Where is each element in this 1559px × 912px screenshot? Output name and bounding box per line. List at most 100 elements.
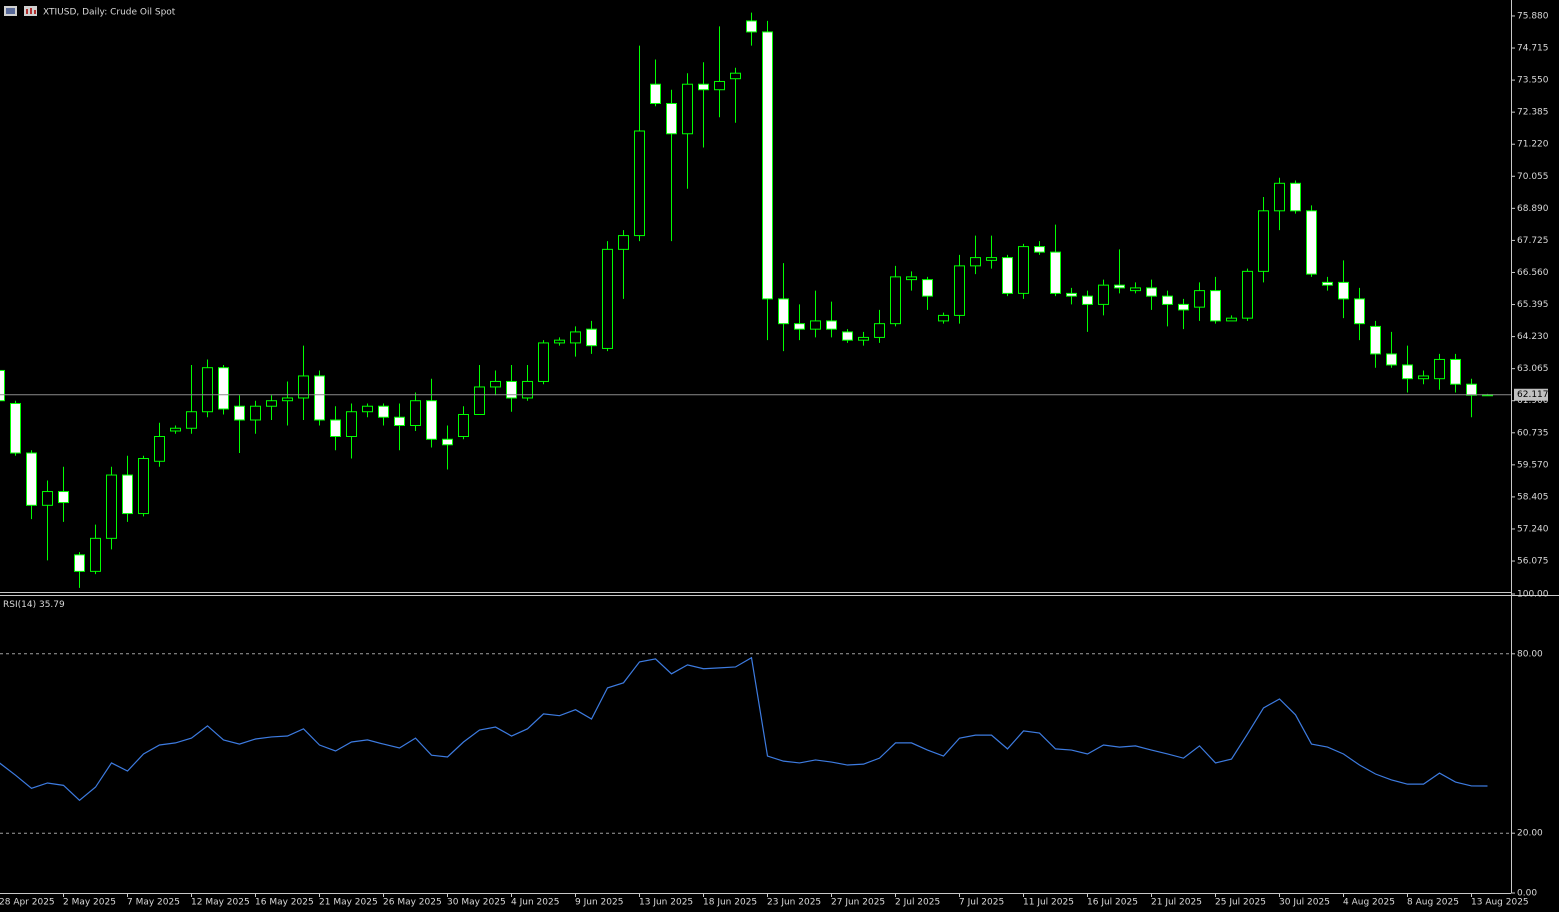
candle-body (1466, 383, 1477, 396)
candle-body (314, 375, 325, 421)
x-tick-label: 4 Jun 2025 (511, 898, 559, 908)
candle-body (154, 436, 165, 462)
candle-body (1002, 257, 1013, 294)
x-tick-label: 7 Jul 2025 (959, 898, 1004, 908)
x-tick-label: 21 May 2025 (319, 898, 378, 908)
candle-body (538, 342, 549, 382)
x-tick-label: 30 Jul 2025 (1279, 898, 1330, 908)
candle-body (1258, 210, 1269, 272)
chart-title: XTIUSD, Daily: Crude Oil Spot (43, 8, 176, 18)
x-tick-label: 13 Aug 2025 (1471, 898, 1529, 908)
y-tick-label: 70.055 (1517, 172, 1549, 182)
indicator-value: 35.79 (39, 600, 65, 610)
candle-body (90, 537, 101, 572)
candle-body (346, 411, 357, 438)
candle-body (586, 328, 597, 347)
x-tick-label: 27 Jun 2025 (831, 898, 885, 908)
candle-body (1354, 298, 1365, 325)
candle-body (1114, 284, 1125, 289)
candle-body (666, 102, 677, 135)
candle-body (122, 474, 133, 515)
candle-body (1226, 317, 1237, 322)
candle-body (1066, 292, 1077, 297)
candle-body (1050, 251, 1061, 294)
candle-body (394, 416, 405, 426)
icon (30, 8, 32, 14)
y-tick-label: 58.405 (1517, 492, 1549, 502)
y-tick-label: 74.715 (1517, 44, 1549, 54)
x-tick-label: 11 Jul 2025 (1023, 898, 1074, 908)
candle-body (442, 438, 453, 446)
candle-body (890, 276, 901, 325)
candle-body (714, 80, 725, 91)
candle-body (1306, 210, 1317, 275)
x-tick-label: 13 Jun 2025 (639, 898, 693, 908)
candle-body (938, 314, 949, 322)
candle-body (1146, 287, 1157, 297)
indicator-label: RSI(14) 35.79 (3, 600, 65, 610)
candle-body (330, 419, 341, 438)
y-tick-label: 59.570 (1517, 460, 1549, 470)
indicator-name: RSI(14) (3, 600, 36, 610)
x-tick-label: 25 Jul 2025 (1215, 898, 1266, 908)
candle-body (1274, 182, 1285, 212)
candle-body (810, 320, 821, 330)
y-tick-label: 61.900 (1517, 396, 1549, 406)
candle-body (1338, 281, 1349, 300)
y-tick-label: 73.550 (1517, 76, 1549, 86)
candle-body (618, 235, 629, 250)
candle-body (58, 491, 69, 504)
candle-body (1370, 325, 1381, 355)
x-tick-label: 28 Apr 2025 (0, 898, 55, 908)
x-tick-label: 18 Jun 2025 (703, 898, 757, 908)
y-tick-label: 60.735 (1517, 428, 1549, 438)
candle-body (570, 331, 581, 344)
y-tick-label: 75.880 (1517, 11, 1549, 21)
candle-body (842, 331, 853, 341)
candle-body (378, 405, 389, 418)
y-tick-label: 63.065 (1517, 364, 1549, 374)
candle-body (1098, 284, 1109, 305)
x-tick-label: 12 May 2025 (191, 898, 250, 908)
candle-body (250, 405, 261, 421)
x-tick-label: 4 Aug 2025 (1343, 898, 1395, 908)
candle-body (730, 72, 741, 80)
candle-body (234, 405, 245, 421)
candle-body (826, 320, 837, 330)
candle-body (1162, 295, 1173, 305)
candle-body (506, 380, 517, 399)
y-tick-label: 71.220 (1517, 140, 1549, 150)
candle-body (682, 83, 693, 135)
candle-body (522, 380, 533, 399)
y-tick-label: 56.075 (1517, 557, 1549, 567)
candle-body (922, 279, 933, 297)
candle-body (490, 380, 501, 388)
y-tick-label: 100.00 (1517, 590, 1549, 600)
x-tick-label: 21 Jul 2025 (1151, 898, 1202, 908)
y-tick-label: 68.890 (1517, 204, 1549, 214)
candle-body (1082, 295, 1093, 305)
candle-body (970, 257, 981, 267)
candle-body (698, 83, 709, 91)
candle-body (138, 458, 149, 515)
candle-body (554, 339, 565, 344)
candle-body (650, 83, 661, 104)
x-tick-label: 16 Jul 2025 (1087, 898, 1138, 908)
x-tick-label: 16 May 2025 (255, 898, 314, 908)
y-tick-label: 67.725 (1517, 236, 1549, 246)
x-tick-label: 7 May 2025 (127, 898, 180, 908)
candle-body (74, 554, 85, 572)
candle-body (1402, 364, 1413, 380)
candle-body (106, 474, 117, 539)
candle-body (42, 491, 53, 506)
x-tick-label: 30 May 2025 (447, 898, 506, 908)
candle-body (746, 20, 757, 33)
candle-body (170, 427, 181, 432)
candle-body (298, 375, 309, 399)
candle-body (474, 386, 485, 415)
icon (6, 8, 15, 14)
current-price-label: 62.117 (1517, 390, 1549, 400)
candle-body (362, 405, 373, 413)
y-tick-label: 20.00 (1517, 829, 1543, 839)
